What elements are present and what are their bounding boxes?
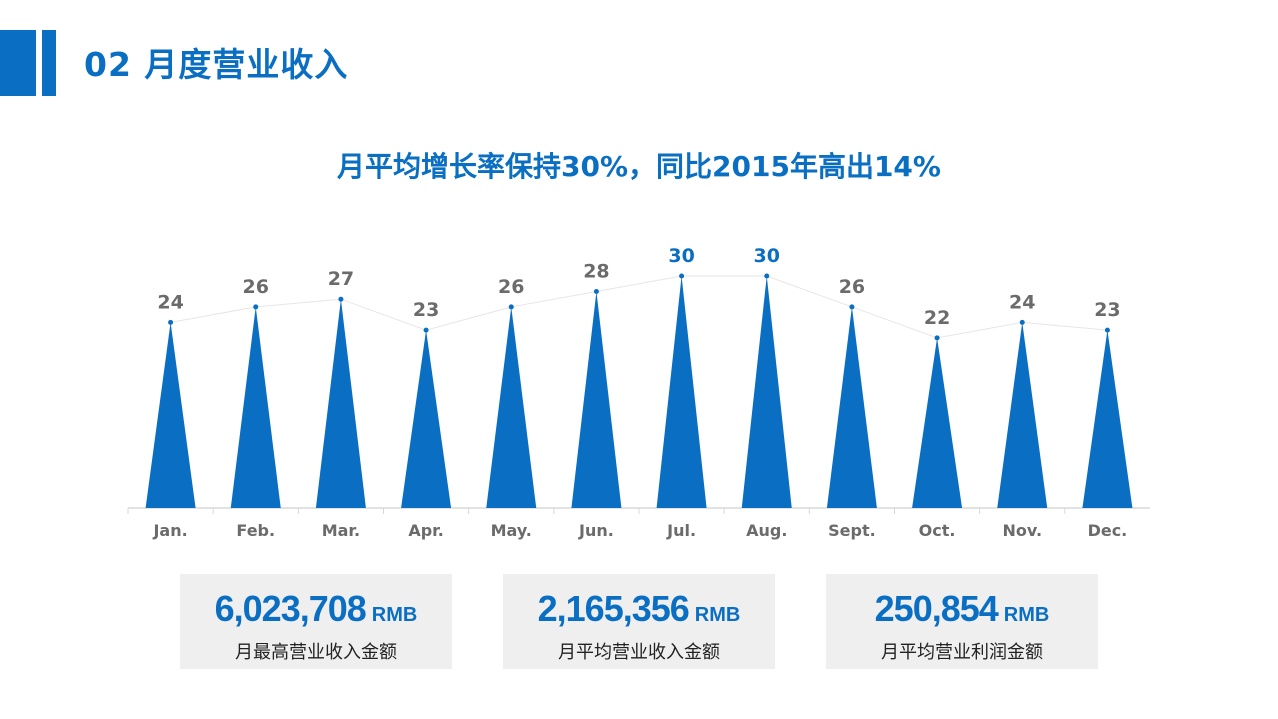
data-label: 23 (413, 299, 439, 321)
peak-marker (423, 327, 429, 333)
stat-value: 2,165,356 RMB (503, 588, 775, 630)
stat-card-avg-profit: 250,854 RMB 月平均营业利润金额 (826, 574, 1098, 669)
peak-marker (168, 319, 174, 325)
x-tick-label: Feb. (236, 521, 275, 540)
bar-jul (656, 276, 707, 508)
stat-card-max-revenue: 6,023,708 RMB 月最高营业收入金额 (180, 574, 452, 669)
bar-apr (401, 330, 452, 508)
bar-mar (315, 299, 366, 508)
peak-marker (1104, 327, 1110, 333)
x-tick-label: Oct. (919, 521, 956, 540)
stat-unit: RMB (1003, 604, 1050, 626)
title-accent-bar (0, 30, 36, 96)
data-label: 22 (924, 307, 950, 329)
peak-marker (338, 296, 344, 302)
data-label: 26 (498, 276, 524, 298)
peak-marker (593, 288, 599, 294)
title-accent-bar-thin (42, 30, 56, 96)
bar-may (486, 306, 537, 508)
x-tick-label: Mar. (322, 521, 360, 540)
data-label: 30 (668, 245, 694, 267)
bar-aug (741, 276, 792, 508)
stat-card-avg-revenue: 2,165,356 RMB 月平均营业收入金额 (503, 574, 775, 669)
data-label: 23 (1094, 299, 1120, 321)
stat-number: 6,023,708 (214, 588, 367, 629)
x-tick-label: Sept. (828, 521, 876, 540)
stat-number: 2,165,356 (537, 588, 690, 629)
chart-title: 月平均增长率保持30%，同比2015年高出14% (337, 150, 941, 183)
x-tick-label: Jan. (152, 521, 187, 540)
page-title: 02 月度营业收入 (84, 45, 349, 84)
stat-label: 月平均营业收入金额 (558, 642, 720, 663)
peak-marker (764, 273, 770, 279)
data-label: 24 (157, 291, 183, 313)
bar-nov (997, 322, 1048, 508)
data-label: 26 (839, 276, 865, 298)
bar-jun (571, 291, 622, 508)
stat-label: 月平均营业利润金额 (881, 642, 1043, 663)
stat-unit: RMB (371, 604, 418, 626)
data-label: 28 (583, 260, 609, 282)
x-tick-label: Jun. (578, 521, 614, 540)
x-tick-label: May. (491, 521, 532, 540)
bar-feb (230, 306, 281, 508)
data-label: 30 (754, 245, 780, 267)
peak-marker (508, 304, 514, 310)
bar-dec (1082, 330, 1133, 508)
peak-marker (934, 335, 940, 341)
peak-marker (849, 304, 855, 310)
peak-marker (1019, 319, 1025, 325)
monthly-revenue-chart: 24 Jan. 26 Feb. 27 Mar. 23 Apr. 26 May. 28 Jun. 30 Ju… (127, 245, 1150, 540)
bar-jan (145, 322, 196, 508)
trend-line (170, 275, 1108, 339)
x-tick-label: Dec. (1088, 521, 1128, 540)
x-tick-label: Apr. (408, 521, 444, 540)
bar-oct (912, 337, 963, 508)
peak-marker (253, 304, 259, 310)
bar-sept (826, 306, 877, 508)
x-tick-label: Aug. (746, 521, 787, 540)
stat-unit: RMB (694, 604, 741, 626)
data-label: 27 (328, 268, 354, 290)
x-tick-label: Jul. (666, 521, 696, 540)
data-label: 24 (1009, 291, 1035, 313)
data-label: 26 (243, 276, 269, 298)
stat-number: 250,854 (874, 588, 999, 629)
stat-label: 月最高营业收入金额 (235, 642, 397, 663)
stat-value: 6,023,708 RMB (180, 588, 452, 630)
x-tick-label: Nov. (1002, 521, 1042, 540)
stat-value: 250,854 RMB (826, 588, 1098, 630)
peak-marker (679, 273, 685, 279)
